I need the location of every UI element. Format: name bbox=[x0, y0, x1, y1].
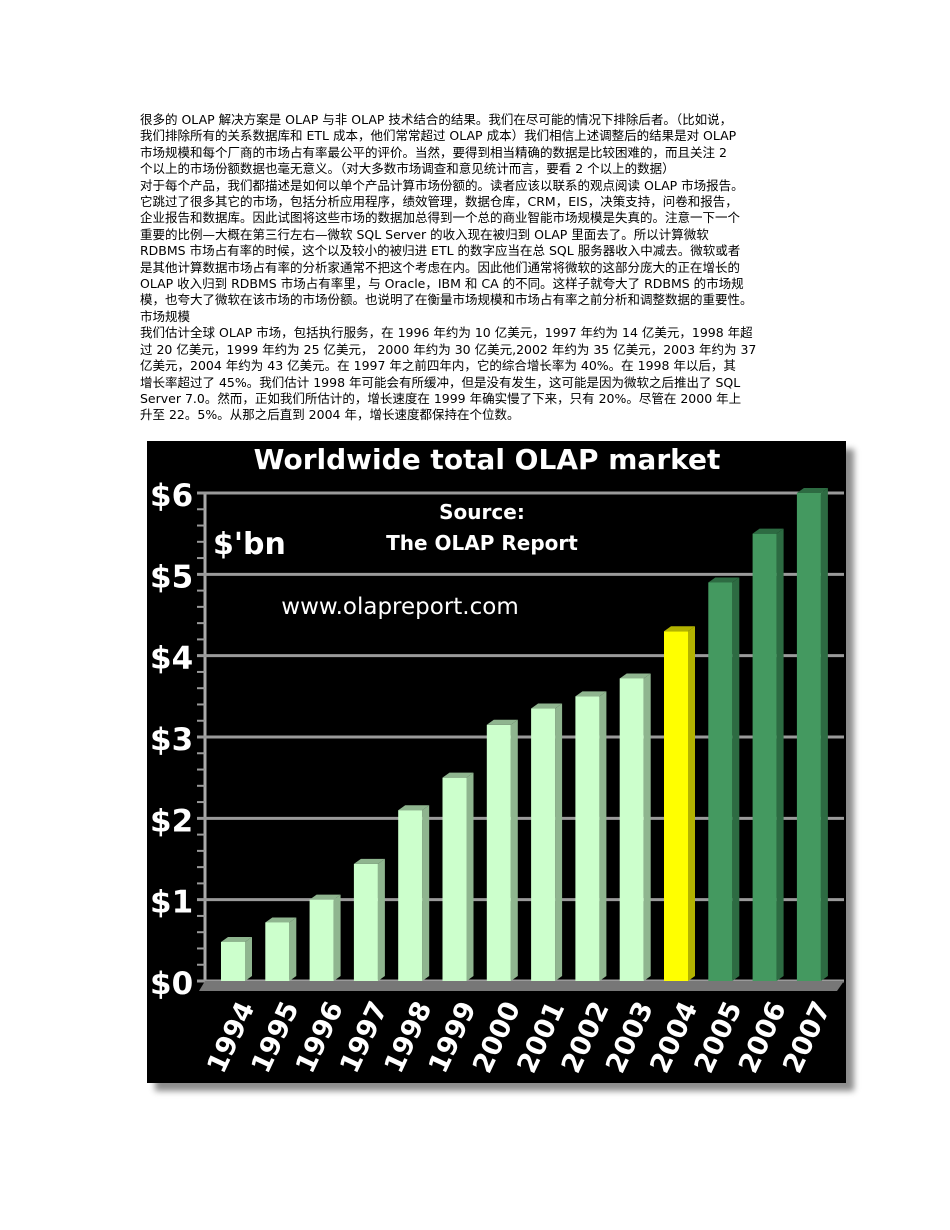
bar-side bbox=[555, 703, 563, 981]
text-line: 很多的 OLAP 解决方案是 OLAP 与非 OLAP 技术结合的结果。我们在尽… bbox=[140, 112, 733, 127]
bar-front bbox=[575, 696, 600, 981]
bar-side bbox=[466, 772, 474, 981]
bar bbox=[265, 917, 297, 981]
bar bbox=[752, 528, 784, 981]
bar-top bbox=[309, 894, 341, 900]
bar-side bbox=[245, 936, 252, 981]
bar-top bbox=[575, 691, 607, 697]
bar bbox=[619, 673, 651, 981]
bar-top bbox=[708, 577, 740, 583]
olap-market-chart: Worldwide total OLAP market $0 $1 $2 $3 $4 $5… bbox=[147, 441, 846, 1083]
text-line: 增长率超过了 45%。我们估计 1998 年可能会有所缓冲，但是没有发生，这可能… bbox=[140, 374, 741, 390]
bar bbox=[442, 772, 474, 981]
y-tick-label: $4 bbox=[150, 641, 193, 677]
bar-top bbox=[265, 917, 297, 923]
y-tick-label: $0 bbox=[150, 966, 193, 1002]
text-line: 对于每个产品，我们都描述是如何以单个产品计算市场份额的。读者应该以联系的观点阅读… bbox=[140, 177, 744, 193]
bar-front bbox=[708, 582, 733, 981]
bar-front bbox=[752, 533, 777, 981]
chart-y-ticks: $0 $1 $2 $3 $4 $5 $6 bbox=[150, 478, 193, 1002]
text-line: 它跳过了很多其它的市场，包括分析应用程序，绩效管理，数据仓库，CRM，EIS，决… bbox=[140, 194, 738, 210]
bar-top bbox=[619, 673, 651, 679]
bar bbox=[353, 858, 385, 981]
bar-side bbox=[377, 858, 385, 981]
bar-front bbox=[265, 922, 290, 981]
y-tick-label: $5 bbox=[150, 559, 193, 595]
bar-front bbox=[309, 899, 334, 981]
bar-side bbox=[643, 673, 651, 981]
chart-floor bbox=[199, 981, 844, 991]
chart-source-url: www.olapreport.com bbox=[281, 594, 518, 620]
y-tick-label: $1 bbox=[150, 885, 193, 921]
y-tick-label: $2 bbox=[150, 803, 193, 839]
text-line: 我们排除所有的关系数据库和 ETL 成本，他们常常超过 OLAP 成本）我们相信… bbox=[140, 128, 737, 144]
chart-x-ticks: 1994199519961997199819992000200120022003… bbox=[201, 997, 837, 1078]
text-line: 个以上的市场份额数据也毫无意义。（对大多数市场调查和意见统计而言，要看 2 个以… bbox=[140, 161, 675, 177]
bar-top bbox=[752, 528, 784, 534]
bar-front bbox=[442, 777, 467, 981]
chart-source-label: Source: bbox=[439, 500, 525, 524]
bar bbox=[796, 488, 828, 981]
bar-side bbox=[776, 528, 784, 981]
chart-y-unit-label: $'bn bbox=[213, 527, 286, 562]
bar-top bbox=[664, 626, 695, 632]
bar-front bbox=[619, 678, 644, 981]
bar-top bbox=[531, 703, 563, 709]
text-line: 亿美元，2004 年约为 43 亿美元。在 1997 年之前四年内，它的综合增长… bbox=[140, 358, 736, 374]
bar-side bbox=[510, 719, 518, 981]
chart-bars bbox=[221, 488, 828, 981]
bar-top bbox=[442, 772, 474, 778]
text-line: 我们估计全球 OLAP 市场，包括执行服务，在 1996 年约为 10 亿美元，… bbox=[140, 325, 753, 341]
bar bbox=[664, 626, 695, 981]
bar-side bbox=[289, 917, 297, 981]
body-text: 很多的 OLAP 解决方案是 OLAP 与非 OLAP 技术结合的结果。我们在尽… bbox=[140, 112, 830, 424]
chart-svg: Worldwide total OLAP market $0 $1 $2 $3 $4 $5… bbox=[150, 443, 844, 1078]
bar-side bbox=[688, 626, 695, 981]
text-line: 重要的比例—大概在第三行左右—微软 SQL Server 的收入现在被归到 OL… bbox=[140, 226, 709, 242]
bar-front bbox=[398, 810, 423, 981]
bar-front bbox=[486, 724, 511, 981]
bar-side bbox=[599, 691, 607, 981]
bar-top bbox=[353, 858, 385, 864]
bar-top bbox=[486, 719, 518, 725]
y-tick-label: $6 bbox=[150, 478, 193, 514]
text-line: 模，也夸大了微软在该市场的市场份额。也说明了在衡量市场规模和市场占有率之前分析和… bbox=[140, 292, 753, 308]
bar-top bbox=[796, 488, 828, 493]
text-line: 是其他计算数据市场占有率的分析家通常不把这个考虑在内。因此他们通常将微软的这部分… bbox=[140, 259, 741, 275]
text-line: 市场规模 bbox=[140, 308, 191, 324]
bar bbox=[398, 805, 430, 981]
text-line: Server 7.0。然而，正如我们所估计的，增长速度在 1999 年确实慢了下… bbox=[140, 390, 742, 406]
bar bbox=[221, 936, 252, 981]
bar-side bbox=[820, 488, 828, 981]
bar bbox=[531, 703, 563, 981]
chart-title: Worldwide total OLAP market bbox=[254, 443, 721, 476]
text-line: 企业报告和数据库。因此试图将这些市场的数据加总得到一个总的商业智能市场规模是失真… bbox=[140, 210, 741, 226]
bar bbox=[309, 894, 341, 981]
bar-front bbox=[664, 631, 688, 981]
text-line: RDBMS 市场占有率的时候，这个以及较小的被归进 ETL 的数字应当在总 SQ… bbox=[140, 243, 741, 259]
chart-source-name: The OLAP Report bbox=[386, 531, 578, 555]
bar-top bbox=[221, 936, 252, 942]
y-tick-label: $3 bbox=[150, 722, 193, 758]
bar-side bbox=[422, 805, 430, 981]
bar bbox=[575, 691, 607, 981]
bar-top bbox=[398, 805, 430, 811]
bar bbox=[486, 719, 518, 981]
text-line: 过 20 亿美元，1999 年约为 25 亿美元， 2000 年约为 30 亿美… bbox=[140, 341, 757, 357]
text-line: OLAP 收入归到 RDBMS 市场占有率里，与 Oracle，IBM 和 CA… bbox=[140, 276, 744, 292]
chart-grid bbox=[197, 491, 844, 991]
text-line: 市场规模和每个厂商的市场占有率最公平的评价。当然，要得到相当精确的数据是比较困难… bbox=[140, 144, 727, 160]
bar-side bbox=[732, 577, 740, 981]
bar-front bbox=[531, 708, 556, 981]
bar-front bbox=[796, 493, 821, 981]
bar-side bbox=[333, 894, 341, 981]
bar-front bbox=[353, 863, 378, 981]
text-line: 升至 22。5%。从那之后直到 2004 年，增长速度都保持在个位数。 bbox=[140, 407, 520, 423]
bar-front bbox=[221, 941, 245, 981]
bar bbox=[708, 577, 740, 981]
